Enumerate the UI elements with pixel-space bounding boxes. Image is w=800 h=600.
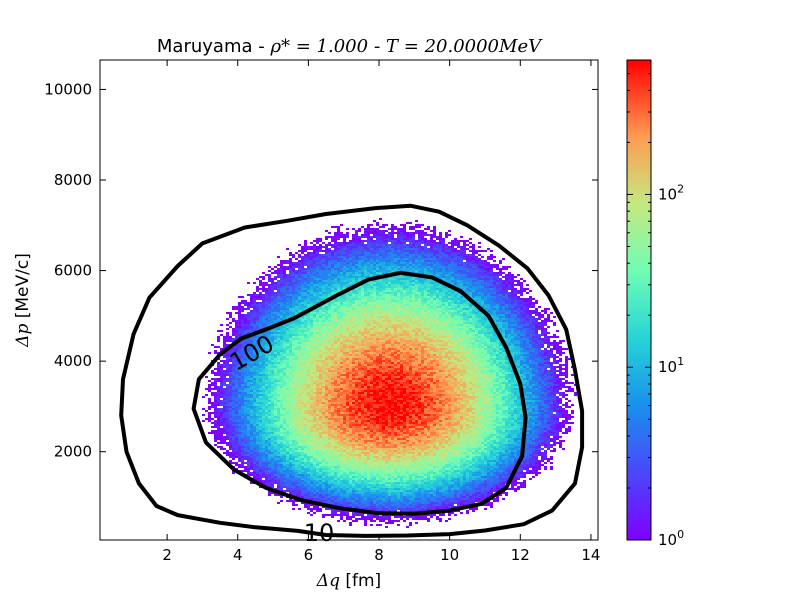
y-tick-label: 4000 xyxy=(54,352,92,370)
colorbar: 100 101 102 xyxy=(626,59,684,549)
x-tick-label: 14 xyxy=(581,546,600,564)
y-tick-label: 10000 xyxy=(44,80,92,98)
x-axis-ticks: 2 4 6 8 10 12 14 xyxy=(162,60,600,564)
y-axis-ticks: 2000 4000 6000 8000 10000 xyxy=(44,80,598,461)
y-tick-label: 8000 xyxy=(54,171,92,189)
contour-line-10 xyxy=(119,203,585,538)
plot-frame xyxy=(99,59,599,541)
x-tick-label: 4 xyxy=(233,546,243,564)
y-tick-label: 2000 xyxy=(54,443,92,461)
colorbar-gradient xyxy=(627,60,651,540)
x-tick-label: 2 xyxy=(162,546,172,564)
colorbar-ticks: 100 101 102 xyxy=(627,59,684,549)
title-prefix: Maruyama - xyxy=(157,36,271,57)
x-axis-label: Δq [fm] xyxy=(316,571,381,591)
x-tick-label: 10 xyxy=(440,546,459,564)
x-tick-label: 6 xyxy=(304,546,314,564)
density-heatmap xyxy=(100,60,598,540)
y-axis-label: Δp [MeV/c] xyxy=(13,253,33,348)
chart-title: Maruyama - ρ* = 1.000 - T = 20.0000MeV xyxy=(157,36,543,57)
colorbar-tick-label: 102 xyxy=(658,182,684,203)
title-separator: - xyxy=(368,36,386,57)
contour-line-100 xyxy=(191,270,528,516)
y-tick-label: 6000 xyxy=(54,262,92,280)
colorbar-tick-label: 101 xyxy=(658,355,684,376)
contour-lines xyxy=(119,203,585,538)
colorbar-frame xyxy=(626,59,652,541)
contour-label-10: 10 xyxy=(304,519,335,547)
title-density: ρ* = 1.000 xyxy=(269,36,368,57)
title-temperature: T = 20.0000MeV xyxy=(386,36,543,57)
x-tick-label: 8 xyxy=(374,546,384,564)
x-tick-label: 12 xyxy=(511,546,530,564)
colorbar-tick-label: 100 xyxy=(658,528,684,549)
